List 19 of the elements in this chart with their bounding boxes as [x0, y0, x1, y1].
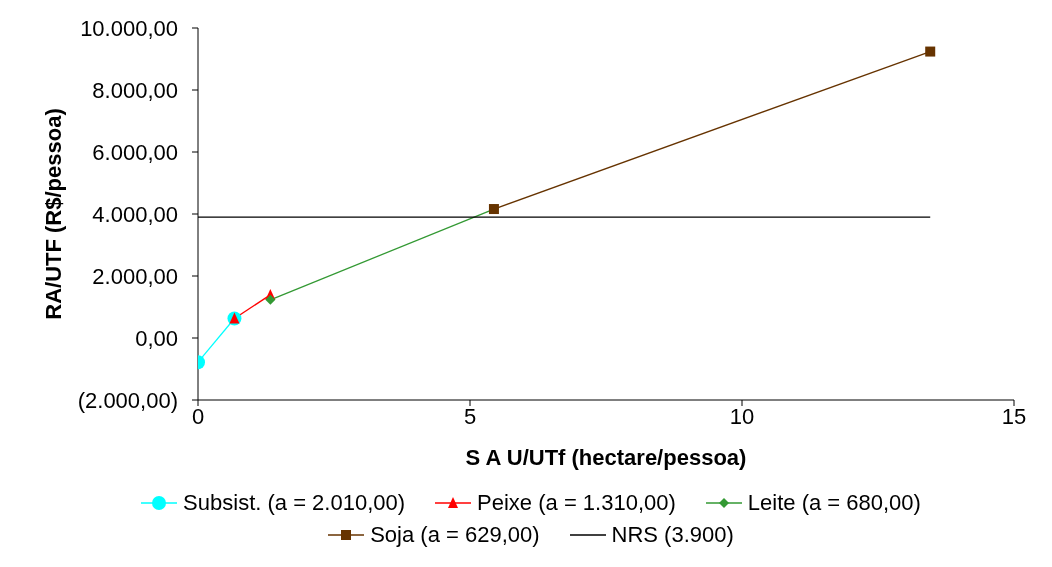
y-tick-label: 6.000,00	[92, 139, 178, 165]
legend-label: Soja (a = 629,00)	[370, 522, 540, 548]
y-tick-label: 8.000,00	[92, 77, 178, 103]
y-axis-title: RA/UTF (R$/pessoa)	[40, 108, 66, 320]
point	[925, 46, 936, 57]
y-tick-label: 0,00	[135, 325, 178, 351]
legend-label: Subsist. (a = 2.010,00)	[183, 490, 406, 516]
y-tick-label: 4.000,00	[92, 201, 178, 227]
x-tick-label: 15	[1001, 403, 1027, 429]
y-tick-label: 10.000,00	[80, 15, 178, 41]
y-tick-label: 2.000,00	[92, 263, 178, 289]
x-axis-title: S A U/UTf (hectare/pessoa)	[465, 445, 747, 470]
y-tick-label: (2.000,00)	[77, 387, 178, 413]
x-tick-label: 0	[191, 403, 205, 429]
x-tick-label: 10	[729, 403, 755, 429]
x-tick-label: 5	[463, 403, 477, 429]
legend-label: Leite (a = 680,00)	[747, 490, 921, 516]
legend-label: Peixe (a = 1.310,00)	[477, 490, 676, 516]
legend-label: NRS (3.900)	[611, 522, 734, 548]
